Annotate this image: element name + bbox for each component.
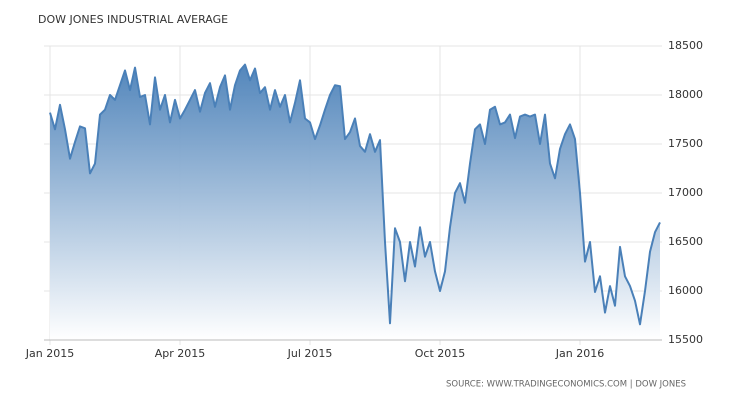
y-tick-label: 17000: [668, 186, 703, 199]
source-note: SOURCE: WWW.TRADINGECONOMICS.COM | DOW J…: [446, 380, 686, 390]
y-tick-label: 15500: [668, 333, 703, 346]
y-tick-label: 16500: [668, 235, 703, 248]
area: [50, 64, 660, 340]
y-tick-label: 18500: [668, 39, 703, 52]
line: [49, 63, 661, 326]
x-tick-label: Jan 2016: [555, 347, 604, 360]
y-tick-label: 18000: [668, 88, 703, 101]
x-tick-label: Apr 2015: [155, 347, 206, 360]
x-tick-label: Oct 2015: [415, 347, 466, 360]
y-tick-label: 16000: [668, 284, 703, 297]
chart-title: DOW JONES INDUSTRIAL AVERAGE: [38, 13, 228, 26]
y-tick-label: 17500: [668, 137, 703, 150]
x-tick-label: Jan 2015: [25, 347, 74, 360]
x-tick-label: Jul 2015: [287, 347, 333, 360]
